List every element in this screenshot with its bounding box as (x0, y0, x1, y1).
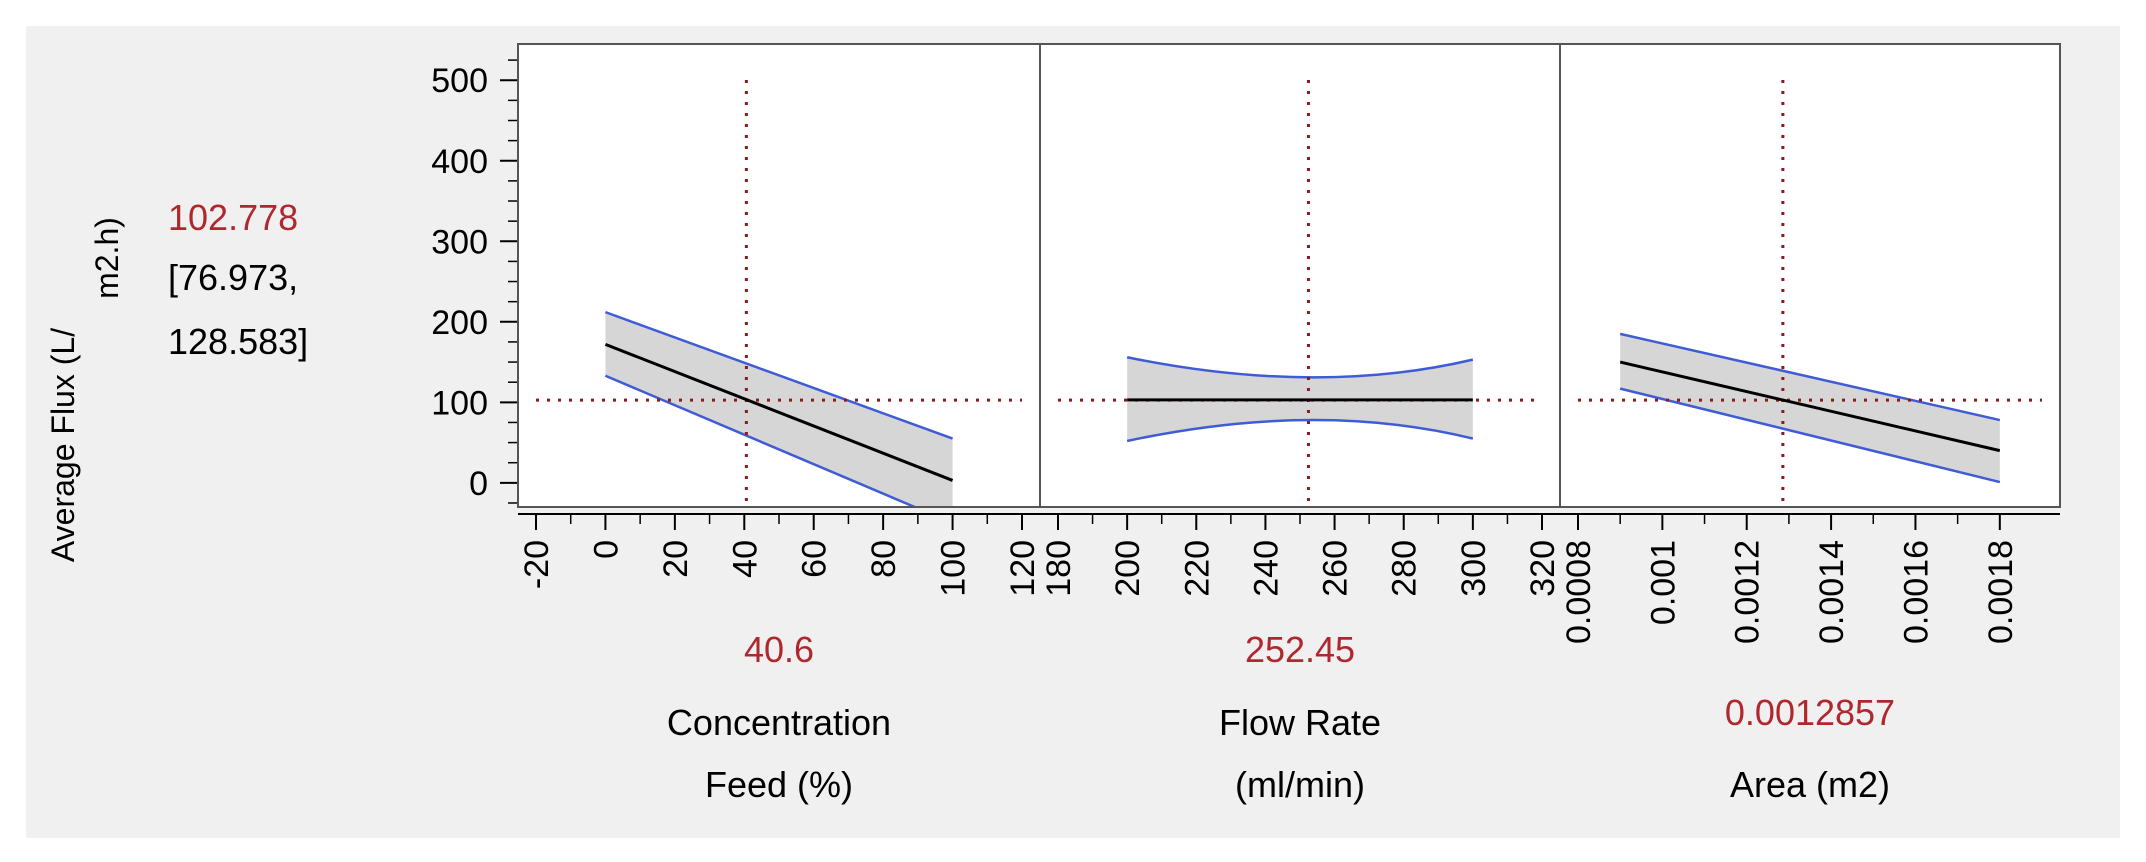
x-tick-label: 20 (657, 540, 695, 578)
factor-name-line: (ml/min) (1235, 764, 1365, 805)
confidence-band-fill (1620, 333, 2000, 483)
x-tick-label: 0 (587, 540, 625, 559)
panel-body (1058, 80, 1542, 507)
y-tick-label: 0 (469, 465, 488, 503)
factor-name-line: Concentration (667, 702, 891, 743)
x-tick-label: 220 (1178, 540, 1216, 597)
factor-current-value: 252.45 (1245, 629, 1355, 670)
y-axis-label-line1: Average Flux (L/ (45, 328, 81, 562)
y-tick-label: 300 (431, 223, 488, 261)
panel-body (536, 80, 1022, 507)
upper-confidence-line (1619, 332, 2001, 422)
x-tick-label: -20 (518, 540, 556, 589)
y-axis: 0 100 200 300 400 500 (431, 58, 519, 507)
y-tick-label: 500 (431, 62, 488, 100)
confidence-interval-upper: 128.583] (168, 321, 308, 362)
factor-name-line: Area (m2) (1730, 764, 1890, 805)
factor-name-line: Feed (%) (705, 764, 853, 805)
factor-name-line: Flow Rate (1219, 702, 1381, 743)
x-tick-label: 100 (935, 540, 973, 597)
factor-panel-2: 0.0008 0.001 0.0012 0.0014 0.0016 0.0018 0.001… (1559, 43, 2061, 805)
x-tick-label: 80 (865, 540, 903, 578)
x-tick-label: 0.001 (1644, 540, 1682, 625)
prediction-trace (604, 342, 954, 482)
prediction-trace (1619, 360, 2001, 453)
panel-background (1040, 44, 1560, 507)
confidence-band-fill (605, 312, 953, 507)
x-tick-label: 260 (1317, 540, 1355, 597)
factor-panel-0: -20 0 20 40 60 80 100 120 40.6 Concentration Feed … (517, 43, 1042, 805)
y-tick-label: 100 (431, 384, 488, 422)
x-tick-label: 320 (1524, 540, 1562, 597)
predicted-value: 102.778 (168, 197, 298, 238)
x-tick-label: 120 (1004, 540, 1042, 597)
confidence-interval-lower: [76.973, (168, 257, 298, 298)
x-tick-label: 300 (1455, 540, 1493, 597)
factor-current-value: 0.0012857 (1725, 692, 1895, 733)
y-tick-label: 400 (431, 143, 488, 181)
y-axis-label-line2: m2.h) (89, 217, 125, 299)
x-tick-label: 0.0012 (1729, 540, 1767, 644)
lower-confidence-line (604, 374, 918, 507)
x-tick-label: 0.0008 (1560, 540, 1598, 644)
x-tick-label: 280 (1386, 540, 1424, 597)
x-tick-label: 0.0018 (1982, 540, 2020, 644)
factor-panel-1: 180 200 220 240 260 280 300 320 252.45 Flow Rate (… (1039, 43, 1562, 805)
x-tick-label: 40 (726, 540, 764, 578)
panel-border (1559, 43, 2061, 508)
factor-panels: -20 0 20 40 60 80 100 120 40.6 Concentration Feed … (517, 43, 2061, 805)
lower-confidence-line (1619, 387, 2001, 484)
lower-confidence-line (1126, 418, 1474, 443)
x-tick-label: 200 (1109, 540, 1147, 597)
y-tick-label: 200 (431, 304, 488, 342)
x-tick-label: 180 (1040, 540, 1078, 597)
factor-current-value: 40.6 (744, 629, 814, 670)
x-tick-label: 60 (796, 540, 834, 578)
x-tick-label: 240 (1247, 540, 1285, 597)
x-tick-label: 0.0016 (1897, 540, 1935, 644)
panel-body (1578, 80, 2042, 507)
upper-confidence-line (605, 310, 953, 440)
x-tick-label: 0.0014 (1813, 540, 1851, 644)
